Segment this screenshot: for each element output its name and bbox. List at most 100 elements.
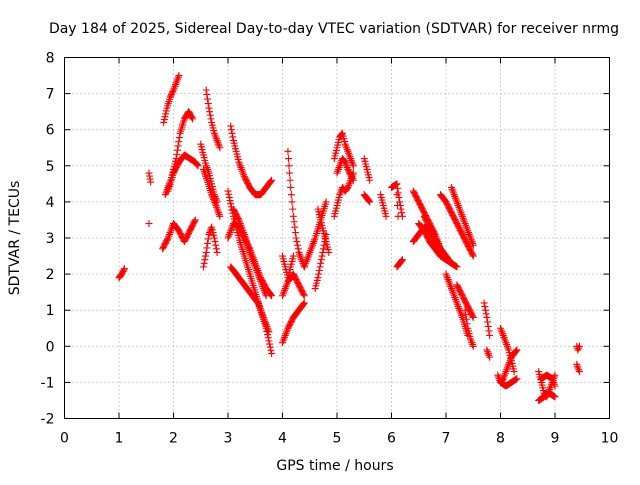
data-point bbox=[191, 216, 199, 224]
data-point bbox=[366, 198, 374, 206]
data-point bbox=[463, 320, 471, 328]
data-point bbox=[293, 241, 301, 249]
chart-title: Day 184 of 2025, Sidereal Day-to-day VTE… bbox=[49, 21, 619, 37]
data-point bbox=[227, 200, 235, 208]
data-point bbox=[317, 259, 325, 267]
data-point bbox=[510, 368, 518, 376]
data-point bbox=[162, 107, 170, 115]
data-point bbox=[147, 178, 155, 186]
data-point bbox=[468, 339, 476, 347]
x-tick-label: 4 bbox=[278, 431, 287, 447]
data-point bbox=[204, 100, 212, 108]
data-point bbox=[396, 202, 404, 210]
data-point bbox=[224, 187, 232, 195]
data-point bbox=[194, 162, 202, 170]
data-point bbox=[209, 194, 217, 202]
data-point bbox=[168, 90, 176, 98]
data-point bbox=[204, 239, 212, 247]
data-point bbox=[482, 310, 490, 318]
data-point bbox=[461, 306, 469, 314]
data-point bbox=[173, 146, 181, 154]
data-point bbox=[462, 315, 470, 323]
data-point bbox=[469, 252, 477, 260]
data-point bbox=[212, 245, 220, 253]
data-point bbox=[316, 263, 324, 271]
data-point bbox=[189, 115, 197, 123]
data-point bbox=[289, 212, 297, 220]
x-axis-label: GPS time / hours bbox=[276, 458, 393, 474]
data-point bbox=[290, 218, 298, 226]
data-point bbox=[317, 256, 325, 264]
data-point bbox=[208, 191, 216, 199]
data-point bbox=[393, 180, 401, 188]
data-point bbox=[291, 229, 299, 237]
data-point bbox=[284, 147, 292, 155]
x-axis-ticks: 0 1 2 3 4 5 6 7 8 9 10 bbox=[60, 57, 618, 447]
data-point bbox=[480, 299, 488, 307]
data-point bbox=[513, 375, 521, 383]
y-tick-label: 7 bbox=[46, 87, 55, 103]
data-point bbox=[315, 266, 323, 274]
data-point bbox=[175, 134, 183, 142]
data-point bbox=[120, 265, 128, 273]
data-point bbox=[483, 313, 491, 321]
data-point bbox=[225, 190, 233, 198]
data-point bbox=[484, 322, 492, 330]
data-point bbox=[206, 111, 214, 119]
data-point bbox=[322, 198, 330, 206]
data-point bbox=[289, 205, 297, 213]
data-point bbox=[288, 198, 296, 206]
x-tick-label: 9 bbox=[551, 431, 560, 447]
data-point bbox=[574, 364, 582, 372]
data-point bbox=[453, 263, 461, 271]
data-point bbox=[226, 197, 234, 205]
data-point bbox=[188, 114, 196, 122]
data-point bbox=[366, 176, 374, 184]
data-point bbox=[325, 248, 333, 256]
data-point bbox=[205, 104, 213, 112]
data-point bbox=[267, 177, 275, 185]
data-point bbox=[193, 161, 201, 169]
data-point bbox=[398, 212, 406, 220]
data-point bbox=[169, 87, 177, 95]
data-point bbox=[234, 215, 242, 223]
data-point bbox=[174, 142, 182, 150]
data-point bbox=[161, 113, 169, 121]
data-point bbox=[398, 257, 406, 265]
x-tick-label: 1 bbox=[115, 431, 124, 447]
data-point bbox=[191, 217, 199, 225]
data-point bbox=[576, 368, 584, 376]
data-point bbox=[202, 252, 210, 260]
data-point bbox=[213, 248, 221, 256]
x-tick-label: 3 bbox=[224, 431, 233, 447]
data-point bbox=[551, 371, 559, 379]
data-point bbox=[365, 197, 373, 205]
data-point bbox=[206, 108, 214, 116]
data-point bbox=[319, 245, 327, 253]
data-point bbox=[394, 189, 402, 197]
data-point bbox=[268, 350, 276, 358]
data-point bbox=[203, 91, 211, 99]
data-point bbox=[287, 183, 295, 191]
data-point bbox=[267, 291, 275, 299]
data-point bbox=[512, 347, 520, 355]
data-point bbox=[349, 175, 357, 183]
data-point bbox=[394, 184, 402, 192]
data-point bbox=[469, 251, 477, 259]
data-point bbox=[481, 303, 489, 311]
data-point bbox=[175, 72, 183, 80]
data-point bbox=[300, 290, 308, 298]
data-point bbox=[318, 252, 326, 260]
data-point bbox=[469, 342, 477, 350]
y-axis-label: SDTVAR / TECUs bbox=[7, 181, 23, 296]
data-point bbox=[211, 238, 219, 246]
grid-lines bbox=[64, 57, 610, 419]
data-point bbox=[398, 209, 406, 217]
data-point bbox=[216, 212, 224, 220]
y-tick-label: -1 bbox=[41, 375, 55, 391]
data-point bbox=[551, 393, 559, 401]
data-point bbox=[285, 162, 293, 170]
x-tick-label: 5 bbox=[333, 431, 342, 447]
data-point bbox=[208, 192, 216, 200]
